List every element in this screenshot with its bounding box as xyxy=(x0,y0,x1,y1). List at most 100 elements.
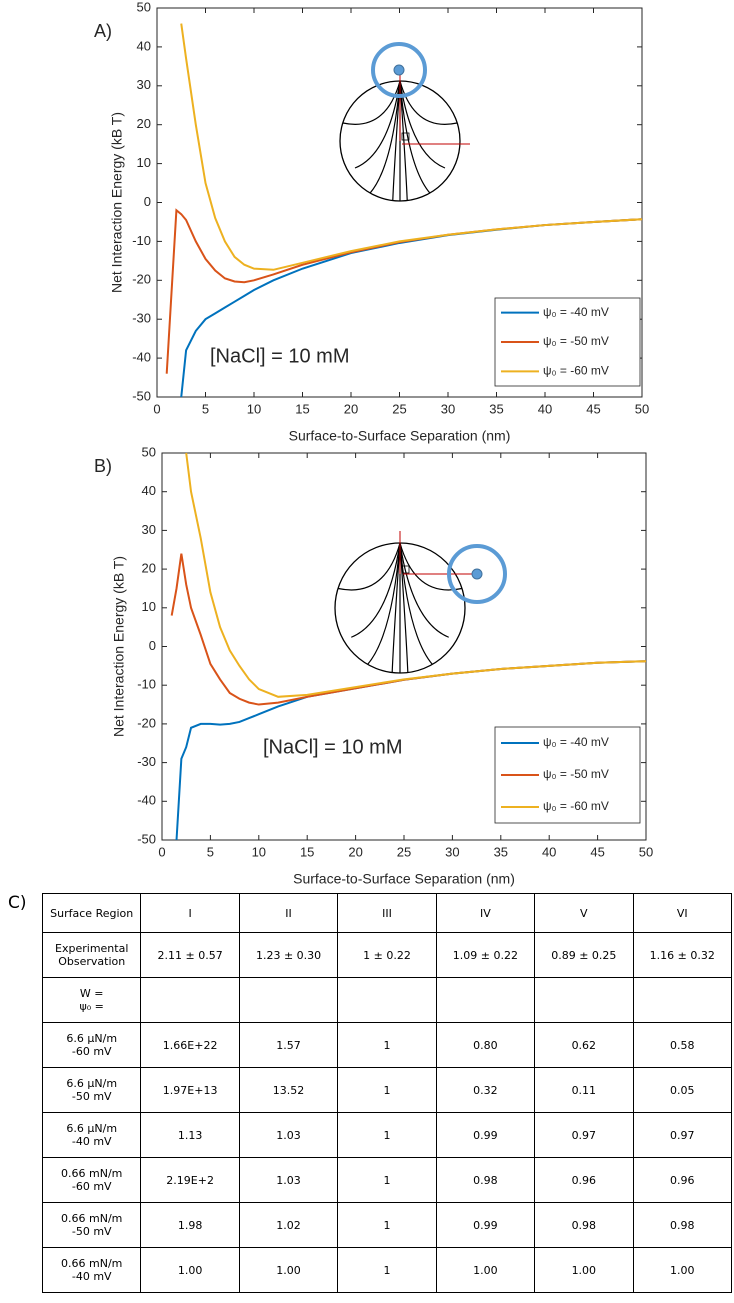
diagram-curve xyxy=(399,542,409,673)
y-tick-label: 30 xyxy=(137,77,151,92)
x-tick-label: 40 xyxy=(538,401,552,416)
y-tick-label: 30 xyxy=(142,522,156,537)
y-tick-label: -20 xyxy=(132,272,151,287)
table-cell: 0.66 mN/m -60 mV xyxy=(41,1157,142,1203)
table-cell: 1.00 xyxy=(238,1247,339,1293)
table-cell: 0.05 xyxy=(632,1067,733,1113)
diagram-marker xyxy=(401,132,410,141)
probe-dot xyxy=(471,568,483,580)
diagram-curve xyxy=(369,80,401,194)
y-tick-label: -40 xyxy=(137,793,156,808)
table-row: W = ψ₀ = xyxy=(41,977,733,1023)
y-tick-label: 20 xyxy=(142,561,156,576)
table-row: 0.66 mN/m -60 mV 2.19E+2 1.03 1 0.98 0.96 0.96 xyxy=(41,1157,733,1203)
table-cell: 0.80 xyxy=(435,1022,536,1068)
legend-label: ψ₀ = -50 mV xyxy=(543,767,609,781)
y-tick-label: 50 xyxy=(137,0,151,14)
y-tick-label: -20 xyxy=(137,715,156,730)
panel-label: B) xyxy=(94,456,112,476)
x-tick-label: 35 xyxy=(494,844,508,859)
table-cell: 0.89 ± 0.25 xyxy=(534,932,634,978)
table-cell: 0.62 xyxy=(534,1022,634,1068)
table-cell: IV xyxy=(435,893,536,933)
table-cell: 1.13 xyxy=(140,1112,240,1158)
y-tick-label: -50 xyxy=(132,388,151,403)
table-cell: Experimental Observation xyxy=(41,932,142,978)
table-cell: W = ψ₀ = xyxy=(41,977,142,1023)
table-cell: 1.66E+22 xyxy=(140,1022,240,1068)
x-axis-label: Surface-to-Surface Separation (nm) xyxy=(293,871,515,887)
legend-label: ψ₀ = -60 mV xyxy=(543,364,609,378)
table-cell: 1.57 xyxy=(238,1022,339,1068)
table-cell: 0.11 xyxy=(534,1067,634,1113)
table-cell: 1.16 ± 0.32 xyxy=(632,932,733,978)
table-cell: 0.96 xyxy=(632,1157,733,1203)
table-cell: Surface Region xyxy=(41,893,142,933)
x-tick-label: 45 xyxy=(586,401,600,416)
table-cell: 1.03 xyxy=(238,1112,339,1158)
x-tick-label: 5 xyxy=(207,844,214,859)
diagram-marker xyxy=(401,565,410,574)
table-cell: 1.00 xyxy=(140,1247,240,1293)
diagram-curve xyxy=(399,542,433,665)
probe-ring xyxy=(371,42,427,98)
x-tick-label: 30 xyxy=(441,401,455,416)
diagram-curve xyxy=(399,542,449,638)
probe-dot xyxy=(393,64,405,76)
table-cell: 0.98 xyxy=(435,1157,536,1203)
table-cell: 0.97 xyxy=(632,1112,733,1158)
y-tick-label: -10 xyxy=(137,677,156,692)
table-cell: 1.00 xyxy=(632,1247,733,1293)
x-tick-label: 45 xyxy=(590,844,604,859)
table-cell: 6.6 µN/m -50 mV xyxy=(41,1067,142,1113)
x-tick-label: 25 xyxy=(397,844,411,859)
table-cell: 0.66 mN/m -50 mV xyxy=(41,1202,142,1248)
diagram-curve xyxy=(342,80,401,125)
y-tick-label: -10 xyxy=(132,233,151,248)
table-row: Experimental Observation 2.11 ± 0.57 1.23 … xyxy=(41,932,733,978)
diagram-curve xyxy=(399,80,408,201)
table-cell: 1 ± 0.22 xyxy=(337,932,437,978)
x-tick-label: 50 xyxy=(635,401,649,416)
x-tick-label: 15 xyxy=(295,401,309,416)
y-tick-label: 10 xyxy=(137,155,151,170)
table-cell: 2.11 ± 0.57 xyxy=(140,932,240,978)
annotation: [NaCl] = 10 mM xyxy=(210,345,349,367)
x-tick-label: 10 xyxy=(247,401,261,416)
diagram-curve xyxy=(392,80,401,201)
x-tick-label: 50 xyxy=(639,844,653,859)
x-tick-label: 0 xyxy=(158,844,165,859)
y-tick-label: 40 xyxy=(142,483,156,498)
table-cell: V xyxy=(534,893,634,933)
table-cell: I xyxy=(140,893,240,933)
table-cell xyxy=(435,977,536,1023)
x-axis-label: Surface-to-Surface Separation (nm) xyxy=(289,428,511,444)
x-tick-label: 20 xyxy=(348,844,362,859)
y-tick-label: 40 xyxy=(137,38,151,53)
probe-ring xyxy=(447,544,507,604)
diagram-curve xyxy=(399,80,458,125)
diagram-curve xyxy=(338,542,401,591)
table-cell: 0.99 xyxy=(435,1202,536,1248)
y-tick-label: 20 xyxy=(137,116,151,131)
table-cell: 0.58 xyxy=(632,1022,733,1068)
table-row: Surface Region I II III IV V VI xyxy=(41,893,733,933)
table-cell: 6.6 µN/m -60 mV xyxy=(41,1022,142,1068)
table-cell: 1.00 xyxy=(435,1247,536,1293)
table-cell: 0.96 xyxy=(534,1157,634,1203)
diagram-curve xyxy=(351,542,401,638)
diagram-curve xyxy=(391,542,401,673)
table-cell: 0.32 xyxy=(435,1067,536,1113)
table-cell: II xyxy=(238,893,339,933)
table-cell: 2.19E+2 xyxy=(140,1157,240,1203)
annotation: [NaCl] = 10 mM xyxy=(263,736,402,758)
table-cell: 0.98 xyxy=(534,1202,634,1248)
y-tick-label: -30 xyxy=(132,311,151,326)
table-cell: 0.99 xyxy=(435,1112,536,1158)
chart-b: 0 5 10 15 20 25 30 35 40 45 50 -50 -40 -30 -20 -10 0 10 20… xyxy=(94,445,653,887)
legend-label: ψ₀ = -60 mV xyxy=(543,799,609,813)
legend-label: ψ₀ = -50 mV xyxy=(543,334,609,348)
table-row: 6.6 µN/m -60 mV 1.66E+22 1.57 1 0.80 0.62 0.58 xyxy=(41,1022,733,1068)
table-cell: III xyxy=(337,893,437,933)
x-tick-label: 15 xyxy=(300,844,314,859)
